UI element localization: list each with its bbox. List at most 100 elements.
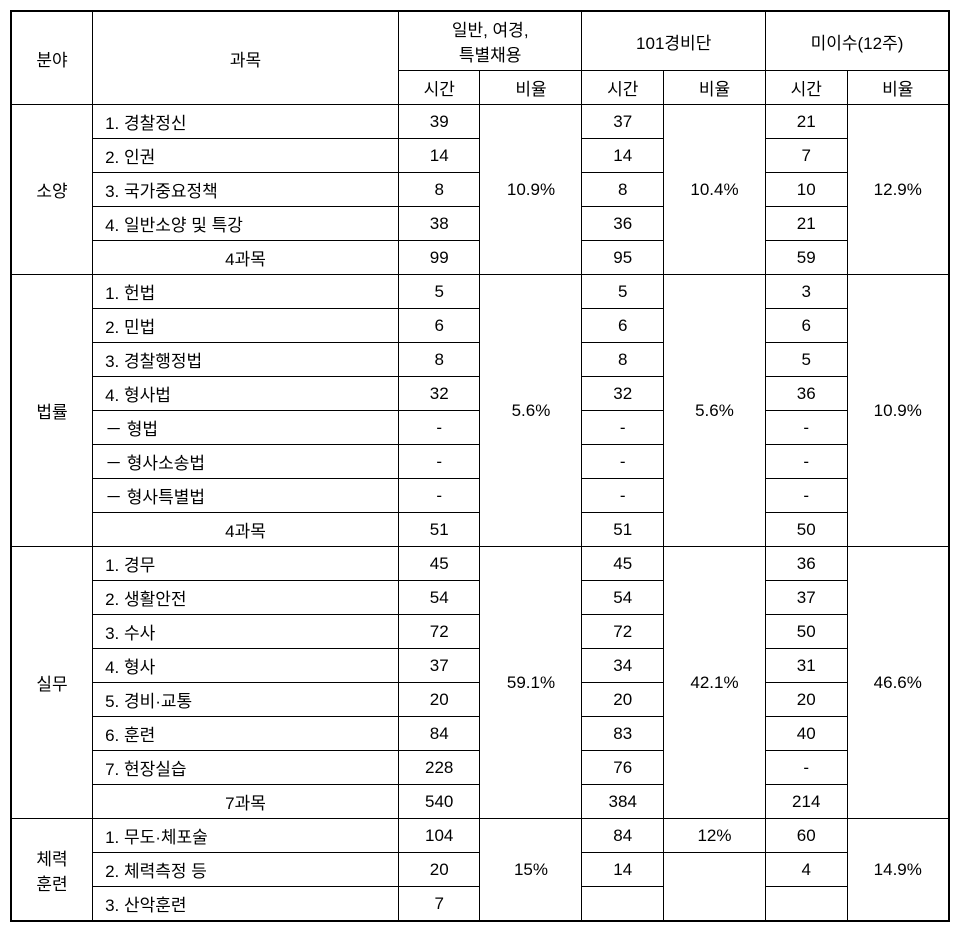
hours-cell: - xyxy=(398,479,480,513)
hours-cell: 14 xyxy=(398,139,480,173)
subject-cell: 1. 경무 xyxy=(93,547,399,581)
hours-cell: 5 xyxy=(582,275,664,309)
subject-cell: 7. 현장실습 xyxy=(93,751,399,785)
ratio-cell: 59.1% xyxy=(480,547,582,819)
hours-cell: 21 xyxy=(765,105,847,139)
header-hours-3: 시간 xyxy=(765,71,847,105)
hours-cell: 36 xyxy=(765,547,847,581)
hours-cell: 10 xyxy=(765,173,847,207)
subject-cell: 3. 국가중요정책 xyxy=(93,173,399,207)
subject-cell: 2. 체력측정 등 xyxy=(93,853,399,887)
ratio-cell: 5.6% xyxy=(664,275,766,547)
hours-cell: 51 xyxy=(398,513,480,547)
table-row: 소양 1. 경찰정신 39 10.9% 37 10.4% 21 12.9% xyxy=(11,105,949,139)
hours-cell: 384 xyxy=(582,785,664,819)
hours-cell: 21 xyxy=(765,207,847,241)
ratio-cell: 5.6% xyxy=(480,275,582,547)
hours-cell: 72 xyxy=(582,615,664,649)
ratio-cell: 12% xyxy=(664,819,766,853)
subtotal-label: 4과목 xyxy=(93,241,399,275)
header-hours-1: 시간 xyxy=(398,71,480,105)
ratio-cell: 15% xyxy=(480,819,582,922)
hours-cell: 20 xyxy=(398,683,480,717)
hours-cell: - xyxy=(765,751,847,785)
hours-cell: 37 xyxy=(582,105,664,139)
hours-cell: 83 xyxy=(582,717,664,751)
hours-cell: 214 xyxy=(765,785,847,819)
subject-cell: 2. 민법 xyxy=(93,309,399,343)
ratio-cell: 42.1% xyxy=(664,547,766,819)
header-subject: 과목 xyxy=(93,11,399,105)
hours-cell: - xyxy=(398,411,480,445)
hours-cell: 40 xyxy=(765,717,847,751)
header-group2: 101경비단 xyxy=(582,11,766,71)
hours-cell: 37 xyxy=(765,581,847,615)
subject-cell: 3. 산악훈련 xyxy=(93,887,399,922)
hours-cell: 60 xyxy=(765,819,847,853)
ratio-cell xyxy=(664,853,766,922)
subject-cell: 1. 헌법 xyxy=(93,275,399,309)
hours-cell: 95 xyxy=(582,241,664,275)
hours-cell: 32 xyxy=(398,377,480,411)
hours-cell: 14 xyxy=(582,853,664,887)
subject-cell: － 형사특별법 xyxy=(93,479,399,513)
hours-cell: - xyxy=(582,411,664,445)
table-row: 체력 훈련 1. 무도·체포술 104 15% 84 12% 60 14.9% xyxy=(11,819,949,853)
hours-cell: - xyxy=(582,479,664,513)
subject-cell: 2. 생활안전 xyxy=(93,581,399,615)
ratio-cell: 10.9% xyxy=(847,275,949,547)
hours-cell: 39 xyxy=(398,105,480,139)
hours-cell: 51 xyxy=(582,513,664,547)
hours-cell: 5 xyxy=(398,275,480,309)
category-name: 실무 xyxy=(11,547,93,819)
hours-cell: 8 xyxy=(582,173,664,207)
hours-cell: - xyxy=(765,445,847,479)
hours-cell: 20 xyxy=(398,853,480,887)
category-name: 체력 훈련 xyxy=(11,819,93,922)
hours-cell: 32 xyxy=(582,377,664,411)
hours-cell: 14 xyxy=(582,139,664,173)
hours-cell: 7 xyxy=(398,887,480,922)
category-name: 법률 xyxy=(11,275,93,547)
hours-cell: 3 xyxy=(765,275,847,309)
table-row: 법률 1. 헌법 5 5.6% 5 5.6% 3 10.9% xyxy=(11,275,949,309)
subject-cell: 3. 수사 xyxy=(93,615,399,649)
subtotal-label: 7과목 xyxy=(93,785,399,819)
hours-cell: 31 xyxy=(765,649,847,683)
hours-cell xyxy=(765,887,847,922)
hours-cell xyxy=(582,887,664,922)
subject-cell: 3. 경찰행정법 xyxy=(93,343,399,377)
ratio-cell: 46.6% xyxy=(847,547,949,819)
subject-cell: － 형법 xyxy=(93,411,399,445)
ratio-cell: 14.9% xyxy=(847,819,949,922)
hours-cell: 54 xyxy=(582,581,664,615)
hours-cell: 20 xyxy=(582,683,664,717)
hours-cell: 34 xyxy=(582,649,664,683)
hours-cell: 50 xyxy=(765,513,847,547)
hours-cell: 76 xyxy=(582,751,664,785)
hours-cell: 45 xyxy=(582,547,664,581)
header-ratio-2: 비율 xyxy=(664,71,766,105)
ratio-cell: 10.9% xyxy=(480,105,582,275)
table-row: 실무 1. 경무 45 59.1% 45 42.1% 36 46.6% xyxy=(11,547,949,581)
header-field: 분야 xyxy=(11,11,93,105)
hours-cell: 6 xyxy=(398,309,480,343)
ratio-cell: 10.4% xyxy=(664,105,766,275)
hours-cell: 6 xyxy=(765,309,847,343)
hours-cell: - xyxy=(765,411,847,445)
header-ratio-3: 비율 xyxy=(847,71,949,105)
hours-cell: 72 xyxy=(398,615,480,649)
hours-cell: 5 xyxy=(765,343,847,377)
header-group1: 일반, 여경, 특별채용 xyxy=(398,11,582,71)
subject-cell: 4. 형사법 xyxy=(93,377,399,411)
hours-cell: 104 xyxy=(398,819,480,853)
hours-cell: 6 xyxy=(582,309,664,343)
ratio-cell: 12.9% xyxy=(847,105,949,275)
hours-cell: 54 xyxy=(398,581,480,615)
hours-cell: 4 xyxy=(765,853,847,887)
subject-cell: 1. 경찰정신 xyxy=(93,105,399,139)
hours-cell: 50 xyxy=(765,615,847,649)
subtotal-label: 4과목 xyxy=(93,513,399,547)
hours-cell: 36 xyxy=(765,377,847,411)
header-hours-2: 시간 xyxy=(582,71,664,105)
